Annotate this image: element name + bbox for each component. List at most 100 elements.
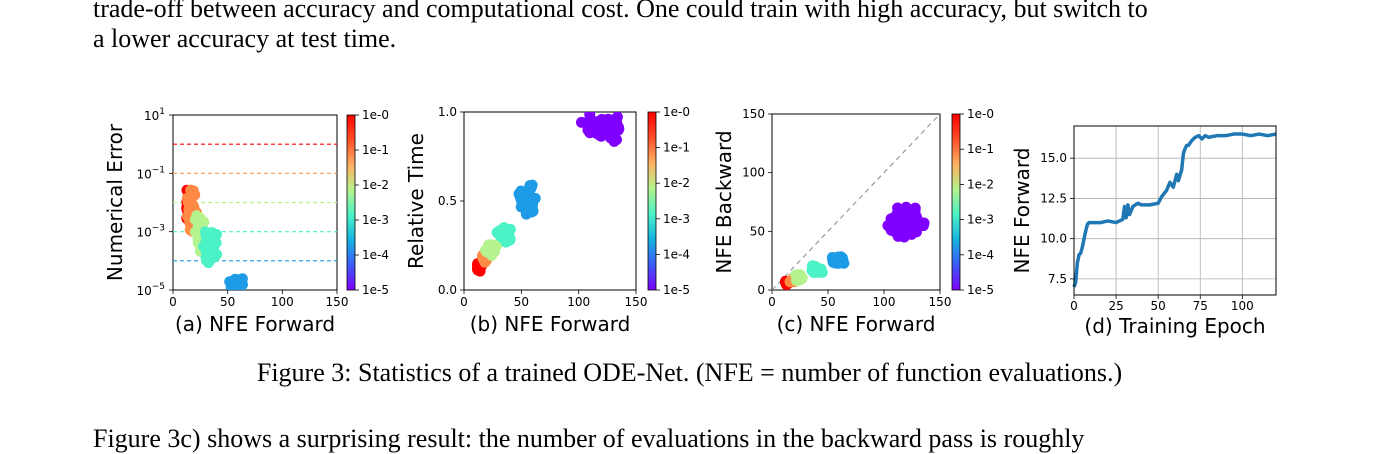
- colorbar-bar: [647, 111, 657, 291]
- scatter-point: [890, 226, 902, 238]
- scatter-point: [611, 119, 623, 131]
- colorbar-tick-label: 1e-1: [362, 143, 389, 157]
- series-line: [1072, 132, 1277, 288]
- colorbar-tick-label: 1e-2: [362, 178, 389, 192]
- y-tick-label: 1.0: [438, 105, 457, 119]
- scatter-point: [796, 273, 808, 285]
- colorbar-tick-label: 1e-5: [967, 283, 994, 297]
- scatter-points: [779, 201, 930, 290]
- y-tick-exponent: −5: [152, 282, 165, 292]
- chart-b: 0 50 100 150 0.0 0.5 1.0 (b) NFE Forward Relativ…: [404, 105, 647, 336]
- chart-c: 0 50 100 150 0 50 100 150 (c) NFE Forward NFE Bac…: [712, 107, 951, 336]
- x-tick-label: 100: [1231, 299, 1254, 313]
- scatter-point: [595, 115, 607, 127]
- scatter-point: [809, 264, 821, 276]
- colorbar-bar: [346, 114, 356, 291]
- body-text-line: trade-off between accuracy and computati…: [93, 0, 1148, 23]
- x-tick-label: 150: [625, 295, 648, 309]
- x-tick-label: 100: [271, 295, 294, 309]
- x-tick-label: 75: [1193, 299, 1208, 313]
- colorbar-tick-label: 1e-4: [967, 248, 994, 262]
- x-tick-label: 0: [1070, 299, 1078, 313]
- y-tick-base: 10: [136, 167, 151, 181]
- scatter-point: [605, 132, 617, 144]
- scatter-point: [522, 206, 534, 218]
- y-tick-base: 10: [136, 284, 151, 298]
- x-axis-label: (d) Training Epoch: [1084, 314, 1265, 338]
- scatter-point: [201, 245, 213, 257]
- colorbar-tick-label: 1e-3: [967, 213, 994, 227]
- colorbar-tick-label: 1e-0: [967, 107, 994, 121]
- y-axis-label: Relative Time: [404, 133, 428, 269]
- y-tick-label: 10−3: [136, 224, 165, 240]
- x-tick-label: 100: [567, 295, 590, 309]
- y-tick-label: 10−5: [136, 282, 165, 298]
- plot-frame-top: [1073, 125, 1277, 296]
- colorbar-tick-label: 1e-2: [967, 177, 994, 191]
- scatter-point: [527, 193, 539, 205]
- y-axis-label: NFE Forward: [1010, 148, 1034, 274]
- scatter-points: [181, 184, 248, 290]
- colorbar-tick-label: 1e-1: [663, 141, 690, 155]
- y-tick-label: 100: [742, 166, 765, 180]
- colorbar-tick-label: 1e-2: [663, 176, 690, 190]
- x-tick-label: 50: [820, 295, 835, 309]
- colorbar-tick-label: 1e-3: [362, 213, 389, 227]
- x-tick-label: 150: [929, 295, 952, 309]
- y-axis-label: NFE Backward: [712, 130, 736, 273]
- colorbar-tick-label: 1e-1: [967, 142, 994, 156]
- colorbar-tick-label: 1e-5: [362, 283, 389, 297]
- diagonal-line: [771, 113, 941, 291]
- x-tick-label: 25: [1108, 299, 1123, 313]
- scatter-point: [518, 186, 530, 198]
- y-tick-exponent: 1: [159, 107, 165, 117]
- scatter-point: [909, 215, 921, 227]
- y-tick-label: 101: [144, 107, 165, 123]
- scatter-point: [575, 116, 587, 128]
- scatter-point: [486, 239, 498, 251]
- y-tick-label: 0.5: [438, 194, 457, 208]
- scatter-point: [206, 230, 218, 242]
- scatter-point: [898, 221, 910, 233]
- y-tick-label: 12.5: [1040, 191, 1067, 205]
- y-tick-label: 0.0: [438, 283, 457, 297]
- chart-d: 0 25 50 75 100 7.5 10.0 12.5 15.0 (d) Training Ep…: [1010, 125, 1277, 338]
- y-tick-base: 10: [136, 226, 151, 240]
- y-tick-label: 15.0: [1040, 151, 1067, 165]
- colorbar-c: 1e-0 1e-1 1e-2 1e-3 1e-4 1e-5: [951, 107, 994, 297]
- scatter-point: [501, 227, 513, 239]
- colorbar-b: 1e-0 1e-1 1e-2 1e-3 1e-4 1e-5: [647, 105, 690, 297]
- colorbar-tick-label: 1e-4: [362, 248, 389, 262]
- body-text-top: trade-off between accuracy and computati…: [93, 0, 1148, 54]
- scatter-point: [518, 195, 530, 207]
- x-tick-label: 50: [514, 295, 529, 309]
- colorbar-tick-label: 1e-5: [663, 283, 690, 297]
- x-tick-label: 50: [220, 295, 235, 309]
- colorbar-tick-label: 1e-0: [663, 105, 690, 119]
- figure-caption: Figure 3: Statistics of a trained ODE-Ne…: [256, 358, 1123, 387]
- x-axis-label: (b) NFE Forward: [470, 312, 631, 336]
- x-tick-label: 150: [326, 295, 349, 309]
- x-tick-label: 0: [460, 295, 468, 309]
- scatter-point: [187, 185, 199, 197]
- x-tick-label: 50: [1151, 299, 1166, 313]
- y-tick-exponent: −3: [152, 224, 165, 234]
- y-tick-exponent: −1: [152, 165, 165, 175]
- scatter-point: [231, 276, 243, 288]
- y-tick-label: 7.5: [1048, 272, 1067, 286]
- y-tick-base: 10: [144, 109, 159, 123]
- x-tick-label: 0: [768, 295, 776, 309]
- colorbar-tick-label: 1e-0: [362, 108, 389, 122]
- colorbar-tick-label: 1e-3: [663, 212, 690, 226]
- x-axis-label: (c) NFE Forward: [777, 312, 936, 336]
- colorbar-a: 1e-0 1e-1 1e-2 1e-3 1e-4 1e-5: [346, 108, 389, 297]
- y-tick-label: 0: [757, 283, 765, 297]
- plot-frame: [1073, 125, 1277, 296]
- x-tick-label: 100: [873, 295, 896, 309]
- y-tick-label: 150: [742, 107, 765, 121]
- body-text-bottom: Figure 3c) shows a surprising result: th…: [93, 424, 1085, 453]
- scatter-point: [902, 203, 914, 215]
- y-tick-label: 50: [750, 224, 765, 238]
